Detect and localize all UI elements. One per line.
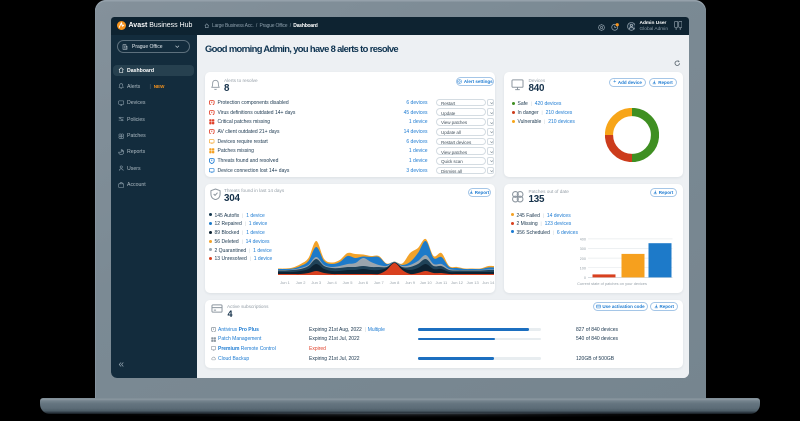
svg-text:400: 400	[580, 237, 586, 241]
svg-text:0: 0	[584, 276, 586, 279]
svg-text:100: 100	[580, 266, 586, 270]
svg-text:300: 300	[580, 247, 586, 251]
svg-text:200: 200	[580, 256, 586, 260]
